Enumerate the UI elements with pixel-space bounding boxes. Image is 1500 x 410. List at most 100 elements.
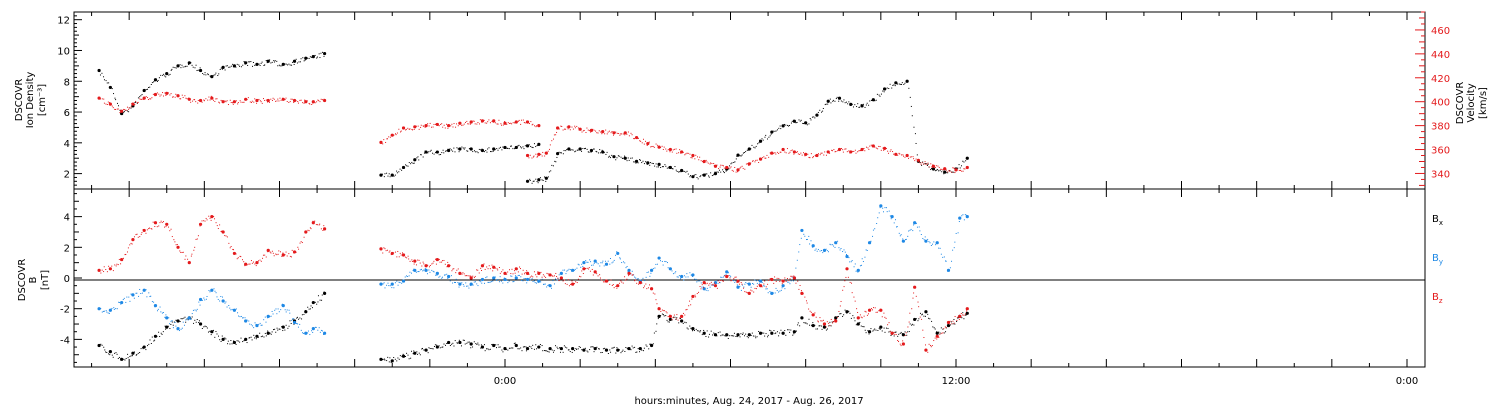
by-sample bbox=[540, 281, 542, 283]
density-sample bbox=[171, 68, 173, 70]
density-sample bbox=[802, 122, 804, 124]
bz-sample bbox=[817, 320, 819, 322]
velocity-sample bbox=[567, 128, 569, 130]
density-sample bbox=[498, 147, 500, 149]
density-sample bbox=[915, 142, 917, 144]
bz-sample bbox=[214, 218, 216, 220]
bz-sample bbox=[847, 276, 849, 278]
density-sample bbox=[314, 54, 316, 56]
density-sample bbox=[172, 66, 174, 68]
density-sample bbox=[639, 159, 641, 161]
bx-sample bbox=[499, 346, 501, 348]
velocity-point bbox=[198, 98, 203, 103]
bx-sample bbox=[684, 321, 686, 323]
bx-point bbox=[834, 316, 838, 320]
density-point bbox=[503, 145, 507, 150]
density-sample bbox=[477, 152, 479, 154]
bz-sample bbox=[388, 251, 390, 253]
density-sample bbox=[197, 69, 199, 71]
bx-sample bbox=[632, 347, 634, 349]
bz-sample bbox=[802, 293, 804, 295]
bz-point bbox=[657, 307, 661, 311]
density-sample bbox=[418, 159, 420, 161]
field-tick-label: -2 bbox=[60, 305, 70, 316]
bx-sample bbox=[458, 339, 460, 341]
bz-sample bbox=[586, 267, 588, 269]
velocity-sample bbox=[256, 102, 258, 104]
bx-sample bbox=[779, 332, 781, 334]
by-sample bbox=[426, 273, 428, 275]
by-point bbox=[548, 284, 552, 288]
bx-sample bbox=[639, 351, 641, 353]
density-sample bbox=[561, 152, 563, 154]
density-sample bbox=[123, 110, 125, 112]
bz-sample bbox=[567, 279, 569, 281]
bx-sample bbox=[511, 347, 513, 349]
velocity-sample bbox=[109, 101, 111, 103]
density-point bbox=[198, 68, 203, 73]
bz-sample bbox=[822, 319, 824, 321]
velocity-sample bbox=[562, 129, 564, 131]
velocity-sample bbox=[417, 125, 419, 127]
bz-sample bbox=[564, 279, 566, 281]
bx-sample bbox=[205, 326, 207, 328]
density-sample bbox=[574, 151, 576, 153]
density-sample bbox=[865, 104, 867, 106]
bz-sample bbox=[895, 334, 897, 336]
velocity-sample bbox=[939, 168, 941, 170]
bx-sample bbox=[919, 312, 921, 314]
bz-sample bbox=[851, 292, 853, 294]
bx-sample bbox=[181, 318, 183, 320]
density-sample bbox=[517, 145, 519, 147]
density-sample bbox=[428, 151, 430, 153]
velocity-sample bbox=[631, 134, 633, 136]
velocity-sample bbox=[665, 148, 667, 150]
velocity-sample bbox=[616, 132, 618, 134]
bz-sample bbox=[216, 225, 218, 227]
by-sample bbox=[253, 327, 255, 329]
bx-sample bbox=[690, 327, 692, 329]
bx-sample bbox=[945, 331, 947, 333]
density-sample bbox=[913, 126, 915, 128]
velocity-sample bbox=[232, 102, 234, 104]
bx-point bbox=[770, 331, 774, 335]
bz-point bbox=[165, 222, 169, 226]
bx-sample bbox=[589, 349, 591, 351]
density-sample bbox=[662, 166, 664, 168]
velocity-sample bbox=[923, 163, 925, 165]
bx-sample bbox=[921, 313, 923, 315]
bz-sample bbox=[196, 238, 198, 240]
bx-point bbox=[281, 325, 285, 329]
by-point bbox=[311, 327, 315, 331]
bz-sample bbox=[193, 249, 195, 251]
bx-sample bbox=[105, 351, 107, 353]
velocity-sample bbox=[807, 153, 809, 155]
by-sample bbox=[278, 311, 280, 313]
density-sample bbox=[869, 100, 871, 102]
velocity-sample bbox=[235, 100, 237, 102]
density-sample bbox=[429, 150, 431, 152]
density-sample bbox=[254, 64, 256, 66]
bz-sample bbox=[473, 277, 475, 279]
by-point bbox=[811, 244, 815, 248]
bx-sample bbox=[412, 353, 414, 355]
bz-sample bbox=[613, 287, 615, 289]
bx-sample bbox=[829, 321, 831, 323]
density-sample bbox=[467, 150, 469, 152]
by-sample bbox=[404, 276, 406, 278]
bz-sample bbox=[769, 278, 771, 280]
bx-sample bbox=[924, 315, 926, 317]
velocity-sample bbox=[592, 128, 594, 130]
velocity-sample bbox=[831, 149, 833, 151]
bz-sample bbox=[397, 250, 399, 252]
bz-sample bbox=[767, 279, 769, 281]
bz-point bbox=[210, 215, 214, 219]
velocity-sample bbox=[561, 125, 563, 127]
bz-sample bbox=[385, 250, 387, 252]
velocity-sample bbox=[621, 133, 623, 135]
by-sample bbox=[923, 239, 925, 241]
legend-entry-bz: Bz bbox=[1432, 292, 1443, 305]
density-point bbox=[860, 104, 864, 108]
velocity-sample bbox=[569, 129, 571, 131]
density-sample bbox=[420, 154, 422, 156]
